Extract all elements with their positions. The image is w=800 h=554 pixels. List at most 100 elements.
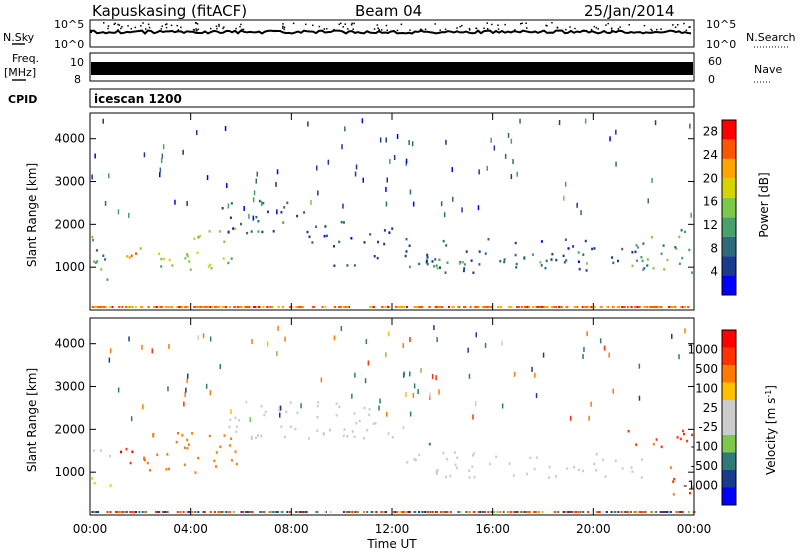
noise-point [350,24,353,26]
data-point [456,456,459,459]
data-point [353,264,356,267]
data-point [521,511,524,513]
data-point [161,153,164,159]
data-point [255,436,258,440]
data-point [250,511,253,513]
data-point [243,206,245,211]
data-point [234,416,237,420]
data-point [168,343,170,349]
noise-panel: N.Sky N.Search 10^5 10^0 10^5 10^0 [3,18,796,51]
data-point [660,511,663,513]
data-point [126,255,129,258]
data-point [562,254,565,258]
data-point [448,306,450,308]
cpid-value: icescan 1200 [94,92,182,106]
data-point [141,511,144,513]
data-point [681,511,684,513]
colorbar-frame [721,119,737,296]
data-point [184,306,187,308]
data-point [252,306,255,308]
data-point [385,186,387,192]
data-point [242,511,245,513]
data-point [134,511,136,513]
data-point [143,456,146,460]
data-point [674,246,677,249]
data-point [582,253,585,256]
data-point [297,306,300,308]
data-point [408,244,411,247]
data-point [504,153,507,159]
data-point [286,511,289,513]
data-point [474,306,477,308]
data-point [399,306,402,308]
data-point [396,511,399,513]
data-point [238,419,241,422]
noise-point [497,24,499,26]
data-point [678,235,681,239]
data-point [135,511,138,513]
data-point [263,413,266,417]
data-point [267,210,269,214]
data-point [587,511,589,513]
data-point [197,456,200,460]
data-point [612,388,614,394]
data-point [674,306,677,308]
data-point [449,511,452,513]
data-point [688,248,691,252]
colorbar-tick-label: 20 [703,171,718,185]
data-point [534,372,536,378]
data-point [160,306,163,308]
data-point [510,174,513,180]
data-point [386,411,388,417]
data-point [541,306,544,308]
data-point [659,306,662,308]
data-point [97,306,99,308]
data-point [342,306,345,308]
data-point [680,306,682,308]
data-point [108,306,111,308]
data-point [671,306,674,308]
data-point [321,306,324,308]
data-point [276,209,278,215]
data-point [402,511,405,513]
data-point [134,306,137,308]
data-point [91,235,94,239]
data-point [593,306,596,308]
data-point [93,511,96,513]
noise-trace [90,22,692,35]
data-point [630,306,633,308]
data-point [230,409,232,415]
data-point [364,378,367,384]
data-point [147,306,150,308]
data-point [329,511,332,513]
x-tick-label: 04:00 [173,522,208,536]
data-point [104,306,107,308]
data-point [140,306,143,308]
data-point [228,306,231,308]
data-point [282,221,285,224]
data-point [484,252,487,255]
data-point [93,449,96,452]
noise-point [180,26,182,29]
data-point [227,261,230,265]
data-point [488,306,491,308]
data-point [285,410,288,414]
data-point [490,511,493,513]
data-point [436,471,438,474]
colorbar-tick-label: -25 [698,420,718,434]
data-point [155,306,158,308]
data-point [442,451,445,455]
colorbar-segment [722,365,736,383]
data-point [564,238,567,241]
data-point [299,306,302,308]
data-point [559,306,562,308]
data-point [457,511,460,513]
data-point [402,306,405,308]
data-point [405,158,408,164]
data-point [514,253,517,257]
data-point [151,348,153,354]
freq-unit-label: [MHz] [4,66,36,79]
data-point [102,306,105,308]
data-point [572,245,575,248]
data-point [398,306,400,308]
